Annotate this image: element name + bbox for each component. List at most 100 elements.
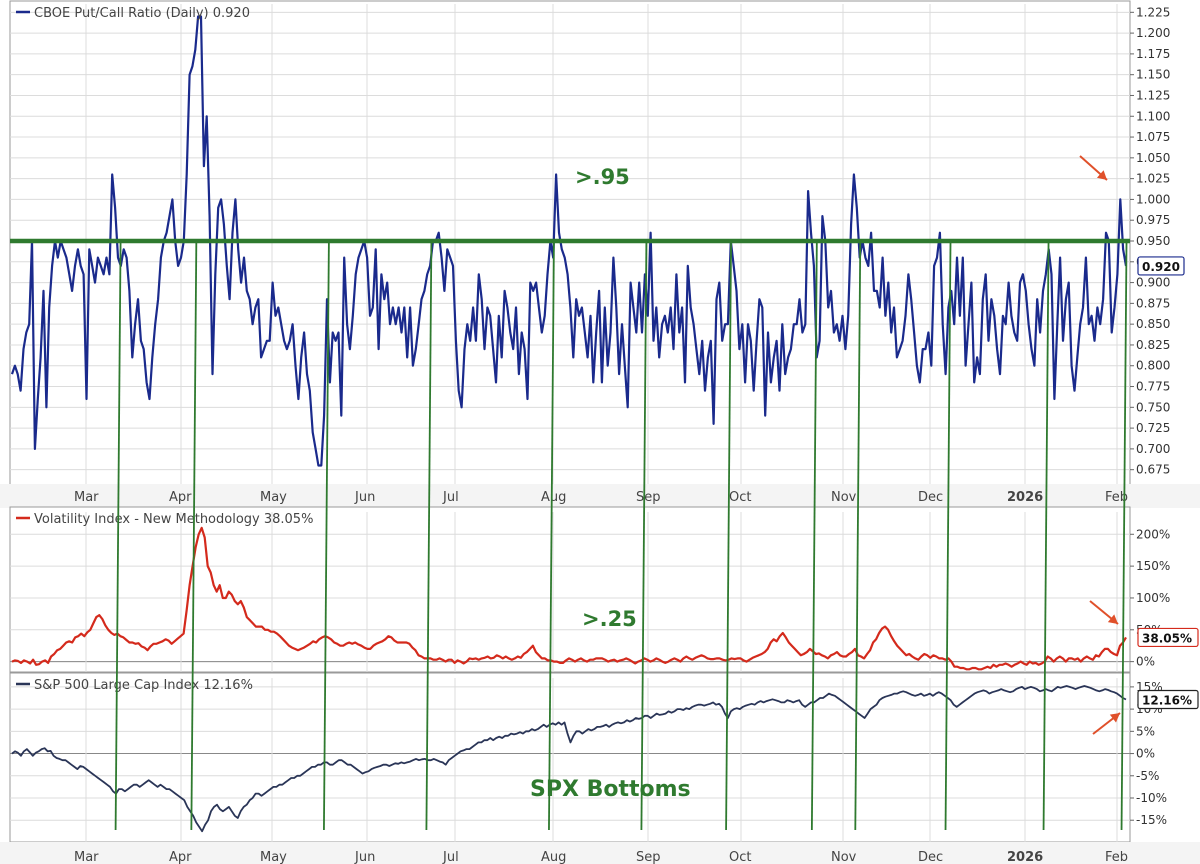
panel-title-text: S&P 500 Large Cap Index 12.16% xyxy=(34,678,253,693)
y-tick-label: 0.975 xyxy=(1136,213,1170,227)
annotation-spx-bottoms: SPX Bottoms xyxy=(530,777,691,802)
x-tick-label: Jun xyxy=(354,490,375,505)
red-arrow-putcall xyxy=(1079,155,1108,181)
y-tick-label: 1.200 xyxy=(1136,26,1170,40)
y-tick-label: 1.050 xyxy=(1136,151,1170,165)
bottom-marker-line xyxy=(114,238,122,831)
bottom-marker-line xyxy=(725,238,732,831)
y-tick-label: 1.100 xyxy=(1136,109,1170,123)
y-tick-label: 150% xyxy=(1136,559,1170,573)
x-tick-label: Sep xyxy=(636,490,661,505)
x-tick-label: Aug xyxy=(541,490,566,505)
x-tick-label: 2026 xyxy=(1007,850,1043,864)
y-tick-label: -10% xyxy=(1136,791,1167,805)
last-value-badge-put_call: 0.920 xyxy=(1137,256,1185,276)
y-tick-label: -15% xyxy=(1136,813,1167,827)
annotations-layer: >.95 >.25 SPX Bottoms xyxy=(10,155,1130,802)
y-tick-label: 5% xyxy=(1136,724,1155,738)
y-tick-label: 0.950 xyxy=(1136,234,1170,248)
y-tick-label: 1.075 xyxy=(1136,130,1170,144)
y-tick-label: -5% xyxy=(1136,769,1159,783)
bottom-markers-layer xyxy=(114,238,1128,831)
x-axis-band xyxy=(0,842,1200,864)
x-tick-label: Oct xyxy=(729,850,751,864)
y-tick-label: 1.150 xyxy=(1136,68,1170,82)
y-tick-label: 0.750 xyxy=(1136,400,1170,414)
bottom-marker-line xyxy=(548,238,555,831)
last-value-text: 38.05% xyxy=(1142,631,1192,645)
x-axis-band xyxy=(0,484,1200,508)
bottom-marker-line xyxy=(323,238,330,831)
panel-title-text: Volatility Index - New Methodology 38.05… xyxy=(34,512,313,527)
x-tick-label: Dec xyxy=(918,490,943,505)
last-value-box xyxy=(1137,627,1199,648)
last-value-badge-spx: 12.16% xyxy=(1137,689,1199,710)
panel-title-spx: S&P 500 Large Cap Index 12.16% xyxy=(16,678,253,693)
annotation-vix-threshold: >.25 xyxy=(582,607,637,631)
x-tick-label: Sep xyxy=(636,850,661,864)
series-line-spx xyxy=(11,685,1127,833)
x-tick-label: Apr xyxy=(169,490,192,505)
x-tick-label: Mar xyxy=(74,850,99,864)
last-value-badge-vix: 38.05% xyxy=(1137,627,1199,648)
y-tick-label: 0% xyxy=(1136,747,1155,761)
red-arrow-spx xyxy=(1092,712,1121,735)
x-tick-label: May xyxy=(260,490,287,505)
bottom-marker-line xyxy=(425,238,433,831)
y-tick-label: 0% xyxy=(1136,655,1155,669)
y-tick-label: 0.825 xyxy=(1136,338,1170,352)
bottom-marker-line xyxy=(1042,238,1050,831)
last-value-text: 12.16% xyxy=(1142,694,1192,708)
x-tick-label: Feb xyxy=(1105,850,1128,864)
x-tick-label: Aug xyxy=(541,850,566,864)
bottom-marker-line xyxy=(1120,238,1128,831)
panel-frame xyxy=(9,506,1131,673)
x-tick-label: Feb xyxy=(1105,490,1128,505)
x-tick-label: Oct xyxy=(729,490,751,505)
bottom-marker-line xyxy=(640,238,648,831)
panel-title-put_call: CBOE Put/Call Ratio (Daily) 0.920 xyxy=(16,6,250,21)
y-tick-label: 100% xyxy=(1136,591,1170,605)
x-tick-label: 2026 xyxy=(1007,490,1043,505)
y-tick-label: 0.800 xyxy=(1136,359,1170,373)
x-tick-label: Jul xyxy=(442,850,459,864)
last-value-text: 0.920 xyxy=(1142,260,1180,274)
x-tick-label: Nov xyxy=(831,850,857,864)
y-tick-label: 0.775 xyxy=(1136,380,1170,394)
bottom-marker-line xyxy=(810,238,818,831)
y-tick-label: 0.700 xyxy=(1136,442,1170,456)
x-tick-label: Jul xyxy=(442,490,459,505)
y-tick-label: 1.175 xyxy=(1136,47,1170,61)
x-tick-label: Jun xyxy=(354,850,375,864)
bottom-marker-line xyxy=(944,238,952,831)
panel-title-text: CBOE Put/Call Ratio (Daily) 0.920 xyxy=(34,6,250,21)
series-line-put_call xyxy=(10,15,1128,467)
arrow-head xyxy=(1096,170,1107,180)
panel-frame xyxy=(9,672,1131,843)
y-tick-label: 0.725 xyxy=(1136,421,1170,435)
panel-vix: 200%150%100%50%0%Volatility Index - New … xyxy=(9,506,1199,673)
y-tick-label: 1.225 xyxy=(1136,5,1170,19)
last-value-box xyxy=(1137,256,1185,276)
bottom-marker-line xyxy=(854,238,862,831)
red-arrow-vix xyxy=(1089,600,1119,625)
arrow-head xyxy=(1107,614,1118,624)
arrow-head xyxy=(1109,713,1120,723)
panel-put_call: 0.675 0.700 0.725 0.750 0.775 0.800 0.825 0.850… xyxy=(0,0,1200,508)
panel-spx: 15%10%5%0%-5%-10%-15%S&P 500 Large Cap I… xyxy=(0,672,1200,864)
y-tick-label: 0.875 xyxy=(1136,296,1170,310)
panel-title-vix: Volatility Index - New Methodology 38.05… xyxy=(16,512,313,527)
y-tick-label: 1.125 xyxy=(1136,88,1170,102)
y-tick-label: 1.025 xyxy=(1136,172,1170,186)
bottom-marker-line xyxy=(190,238,198,831)
x-tick-label: Mar xyxy=(74,490,99,505)
y-tick-label: 200% xyxy=(1136,527,1170,541)
y-tick-label: 0.900 xyxy=(1136,276,1170,290)
x-tick-label: May xyxy=(260,850,287,864)
annotation-pc-threshold: >.95 xyxy=(575,165,630,189)
x-tick-label: Apr xyxy=(169,850,192,864)
y-tick-label: 0.675 xyxy=(1136,463,1170,477)
x-tick-label: Dec xyxy=(918,850,943,864)
